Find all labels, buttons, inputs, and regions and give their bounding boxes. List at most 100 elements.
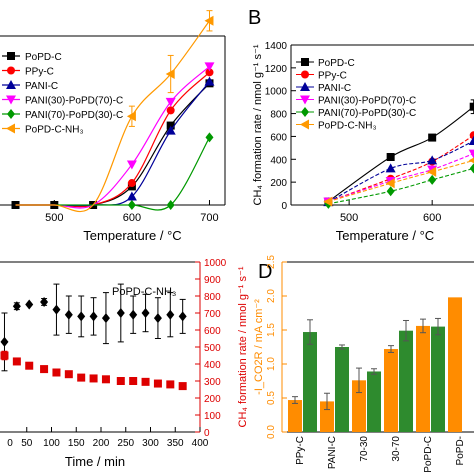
data-point (468, 136, 474, 145)
legend-entry: PoPD-C-NH₃ (25, 125, 84, 136)
x-tick-label: 700 (200, 212, 218, 224)
data-point (116, 308, 125, 318)
data-point (40, 296, 49, 307)
panel-letter: D (258, 261, 272, 283)
x-tick-label: 250 (117, 438, 134, 449)
data-point (129, 309, 138, 320)
legend-entry: PPy-C (318, 71, 347, 82)
y-tick-label-right: 0 (204, 428, 210, 439)
y-tick-label: 1000 (265, 87, 288, 98)
legend-marker (300, 119, 309, 130)
series-line-5 (15, 20, 210, 213)
data-point (166, 380, 175, 389)
legend-entry: PoPD-C (25, 52, 62, 63)
legend-entry: PANI(70)-PoPD(30)-C (318, 108, 416, 119)
legend-marker (300, 95, 310, 105)
data-point (166, 309, 175, 320)
panel-a: 500 600 700 Temperature / °C PoPD-C PPy-C PANI… (0, 10, 226, 243)
x-tick-label: 200 (93, 438, 110, 449)
data-point (89, 311, 98, 322)
data-point (52, 304, 61, 315)
panel-b: B 0 200 400 600 800 1000 1200 1400 500 600 Temperat… (248, 7, 474, 243)
y-tick-label-right: 500 (204, 343, 221, 354)
y-axis-label: -I_CO2R / mA cm⁻² (253, 299, 265, 395)
series-line-1 (15, 71, 210, 208)
data-point (64, 370, 73, 379)
data-point (0, 351, 9, 360)
data-point (153, 379, 162, 388)
legend-entry: PANI(30)-PoPD(70)-C (318, 96, 416, 107)
x-tick-label: 0 (7, 438, 13, 449)
y-tick-label: 200 (270, 178, 287, 189)
bar (367, 371, 381, 432)
x-category-label: PoPD-C (423, 436, 434, 473)
y-tick-label: 2.0 (266, 289, 277, 303)
y-tick-label: 1200 (265, 64, 288, 75)
data-point (12, 301, 21, 312)
legend-marker (300, 82, 310, 91)
x-category-label: PANI-C (327, 436, 338, 469)
bar (303, 332, 317, 432)
legend-entry: PANI(30)-PoPD(70)-C (25, 96, 123, 107)
data-point (469, 131, 474, 140)
data-point (0, 336, 9, 347)
legend-marker (301, 107, 309, 117)
y-tick-label-right: 900 (204, 275, 221, 286)
y-tick-label-right: 100 (204, 411, 221, 422)
data-point (25, 361, 34, 370)
bar (288, 400, 302, 432)
data-point (12, 357, 21, 366)
y-tick-label-right: 600 (204, 326, 221, 337)
data-point (165, 69, 175, 80)
legend-marker (7, 109, 15, 119)
bar (352, 380, 366, 432)
bar (335, 347, 349, 432)
data-point (468, 149, 474, 159)
bar (448, 297, 462, 432)
x-axis-label: Temperature / °C (336, 228, 434, 243)
data-point (126, 160, 137, 170)
x-tick-label: 150 (68, 438, 85, 449)
legend-marker (6, 80, 16, 89)
x-tick-label: 400 (192, 438, 209, 449)
legend-entry: PoPD-C (318, 58, 355, 69)
data-point (427, 155, 438, 165)
legend-marker (6, 123, 15, 134)
x-axis-label: Temperature / °C (83, 228, 181, 243)
x-category-label: 30-70 (391, 436, 402, 462)
panel-letter: B (248, 7, 261, 29)
data-point (52, 368, 61, 377)
data-point (40, 365, 49, 374)
series-line-4 (328, 167, 474, 205)
data-point (89, 374, 98, 383)
data-point (428, 133, 437, 142)
y-axis-label: CH₄ formation rate / nmol g⁻¹ s⁻¹ (252, 44, 264, 205)
x-tick-label: 500 (340, 212, 358, 224)
y-tick-label-right: 300 (204, 377, 221, 388)
data-point (205, 68, 214, 77)
y-tick-label: 1.0 (266, 357, 277, 371)
y-tick-label-right: 200 (204, 394, 221, 405)
y-tick-label: 800 (270, 110, 287, 121)
data-point (127, 179, 136, 188)
y-tick-label: 1400 (265, 41, 288, 52)
bar (384, 349, 398, 432)
panel-annotation: PoPD-C-NH₃ (112, 286, 176, 298)
data-point (126, 191, 137, 201)
data-point (127, 200, 136, 210)
data-point (165, 97, 176, 107)
y-tick-label: 0.5 (266, 391, 277, 405)
series-line-0 (328, 106, 474, 203)
x-tick-label: 500 (45, 212, 63, 224)
data-point (77, 373, 86, 382)
y-tick-label-right: 1000 (204, 258, 227, 269)
data-point (165, 125, 176, 135)
data-point (101, 375, 110, 384)
data-point (385, 178, 395, 189)
bar (399, 330, 413, 432)
data-point (205, 132, 214, 143)
data-point (178, 382, 187, 391)
